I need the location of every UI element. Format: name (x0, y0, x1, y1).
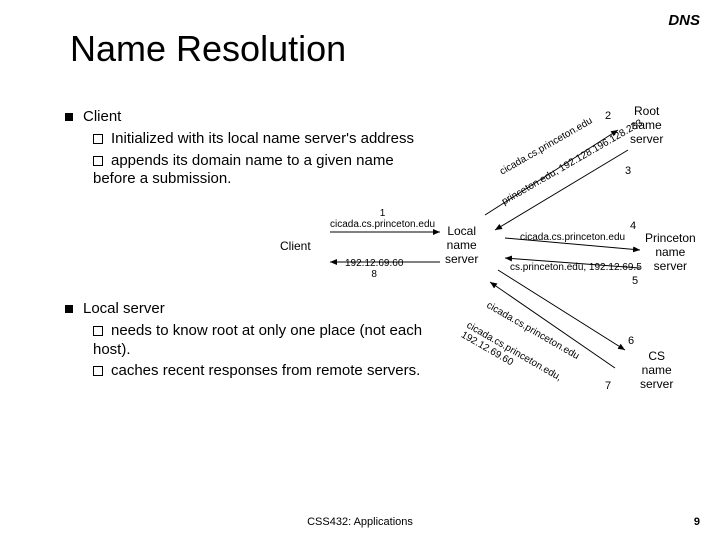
localserver-item-0: needs to know root at only one place (no… (93, 322, 422, 358)
msg-8: 192.12.69.60 8 (345, 258, 403, 280)
localserver-label: Local server (83, 300, 165, 317)
footer-page: 9 (694, 516, 700, 528)
num-5: 5 (632, 275, 638, 287)
client-label: Client (83, 108, 121, 125)
msg-2: cicada.cs.princeton.edu (498, 115, 595, 177)
localserver-item-1: caches recent responses from remote serv… (111, 362, 420, 379)
open-square-icon (93, 366, 103, 376)
header-dns: DNS (668, 12, 700, 29)
node-client: Client (280, 240, 311, 254)
open-square-icon (93, 134, 103, 144)
node-local-ns: Local name server (445, 225, 478, 266)
msg-4: cicada.cs.princeton.edu (520, 232, 625, 243)
client-item-0: Initialized with its local name server's… (111, 130, 414, 147)
bullet-square-icon (65, 305, 73, 313)
num-6: 6 (628, 335, 634, 347)
msg-5: cs.princeton.edu, 192.12.69.5 (510, 262, 642, 273)
num-2: 2 (605, 110, 611, 122)
slide-title: Name Resolution (70, 28, 346, 70)
client-item-1: appends its domain name to a given name … (93, 152, 394, 188)
num-7: 7 (605, 380, 611, 392)
num-4: 4 (630, 220, 636, 232)
node-cs-ns: CS name server (640, 350, 673, 391)
bullet-localserver: Local server needs to know root at only … (65, 300, 435, 381)
node-princeton-ns: Princeton name server (645, 232, 696, 273)
msg-1: 1 cicada.cs.princeton.edu (330, 208, 435, 230)
bullet-client: Client Initialized with its local name s… (65, 108, 425, 189)
open-square-icon (93, 326, 103, 336)
open-square-icon (93, 156, 103, 166)
msg-7: cicada.cs.princeton.edu, 192.12.69.60 (459, 320, 563, 393)
num-3: 3 (625, 165, 631, 177)
bullet-square-icon (65, 113, 73, 121)
footer-center: CSS432: Applications (307, 516, 413, 528)
